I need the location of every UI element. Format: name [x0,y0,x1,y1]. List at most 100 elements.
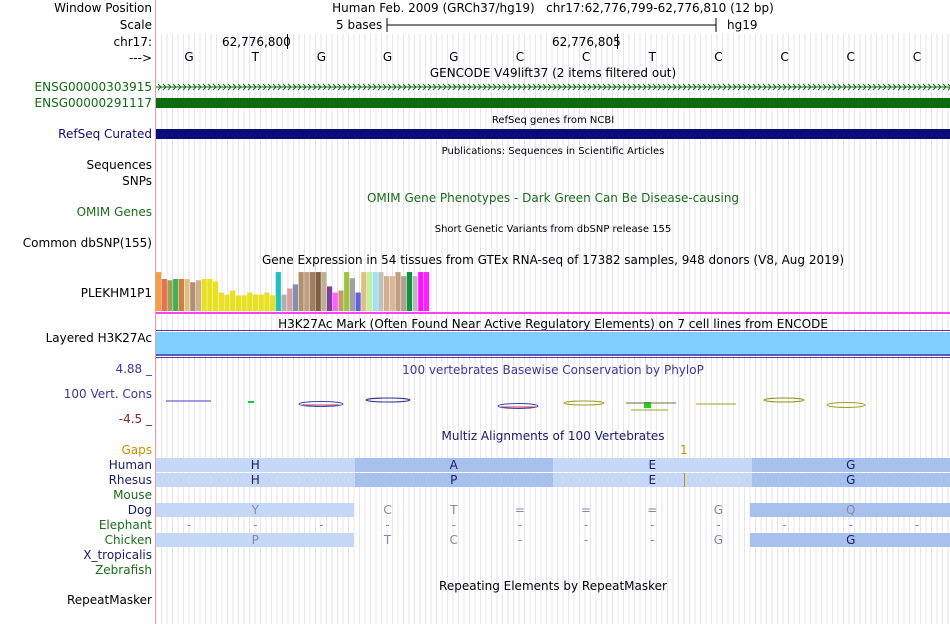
alignment-block [156,473,355,487]
amino-acid: - [517,533,523,547]
strand-chevron [597,83,602,91]
strand-chevron [647,83,652,91]
ruler-coord-1: 62,776,800 [222,35,291,49]
multiz-row-elephant[interactable]: ------------ [156,518,950,532]
phylop-signal[interactable] [156,395,950,415]
label-snps[interactable]: SNPs [122,174,152,188]
strand-chevron [247,83,252,91]
label-gencode-2[interactable]: ENSG00000291117 [34,96,152,110]
h3k27ac-top-line [156,330,950,331]
strand-chevron [237,83,242,91]
ruler-coord-2: 62,776,805 [552,35,621,49]
label-repeatmasker[interactable]: RepeatMasker [66,593,152,607]
track-image[interactable]: Human Feb. 2009 (GRCh37/hg19) chr17:62,7… [156,0,950,624]
strand-chevron [572,83,577,91]
strand-chevron [437,83,442,91]
strand-chevron [537,83,542,91]
label-sequences[interactable]: Sequences [86,158,152,172]
label-refseq[interactable]: RefSeq Curated [58,127,152,141]
amino-acid: P [251,533,259,547]
strand-chevron [947,83,950,91]
gtex-tissue-bar [178,279,184,311]
strand-chevron [462,83,467,91]
strand-chevron [772,83,777,91]
gtex-tissue-bar [258,294,264,311]
label-gencode-1[interactable]: ENSG00000303915 [34,80,152,94]
label-species-dog[interactable]: Dog [127,503,152,517]
label-omim[interactable]: OMIM Genes [76,205,152,219]
track-labels: Window Position Scale chr17: ---> ENSG00… [0,0,156,624]
multiz-row-dog[interactable]: Y C T = = = G Q [156,503,950,517]
h3k27ac-signal[interactable] [156,332,950,354]
alignment-block [156,503,354,517]
strand-chevron [652,83,657,91]
gtex-bar-chart[interactable] [156,270,950,315]
gtex-tissue-bar [230,290,236,311]
label-gaps[interactable]: Gaps [121,443,152,457]
refseq-gene-bar[interactable] [156,129,950,139]
strand-chevron [712,83,717,91]
label-gtex-gene[interactable]: PLEKHM1P1 [80,286,152,300]
strand-chevron [612,83,617,91]
base-letter: G [382,50,393,64]
strand-chevron [792,83,797,91]
ruler-tick-2 [617,34,618,49]
strand-chevron [842,83,847,91]
label-species-xtropicalis[interactable]: X_tropicalis [83,548,152,562]
label-species-human[interactable]: Human [108,458,152,472]
strand-chevron [492,83,497,91]
strand-chevron [367,83,372,91]
strand-chevron [927,83,932,91]
strand-chevron [937,83,942,91]
strand-chevron [337,83,342,91]
strand-chevron [392,83,397,91]
gencode-transcript-2[interactable] [156,98,950,108]
amino-acid: G [713,533,724,547]
gtex-tissue-bar [423,272,430,311]
ruler-assembly: Human Feb. 2009 (GRCh37/hg19) [332,1,535,15]
strand-chevron [632,83,637,91]
base-letter: T [251,50,259,64]
strand-chevron [707,83,712,91]
strand-chevron [912,83,917,91]
strand-chevron [472,83,477,91]
strand-chevron [617,83,622,91]
scale-bar [386,18,717,32]
amino-acid: - [186,518,192,532]
gtex-tissue-bar [213,281,219,311]
strand-chevron [827,83,832,91]
strand-chevron [642,83,647,91]
strand-chevron [902,83,907,91]
strand-chevron [782,83,787,91]
label-phylop[interactable]: 100 Vert. Cons [63,387,152,401]
strand-chevron [487,83,492,91]
label-species-rhesus[interactable]: Rhesus [108,473,152,487]
strand-chevron [762,83,767,91]
gtex-tissue-bar [241,295,247,311]
strand-chevron [312,83,317,91]
strand-chevron [162,83,167,91]
strand-chevron [657,83,662,91]
base-letter: C [846,50,855,64]
label-species-zebrafish[interactable]: Zebrafish [95,563,152,577]
gtex-tissue-bar [247,292,253,311]
label-species-elephant[interactable]: Elephant [98,518,152,532]
publications-title: Publications: Sequences in Scientific Ar… [441,146,665,157]
gencode-transcript-1[interactable] [156,82,950,92]
strand-chevron [292,83,297,91]
amino-acid: - [451,518,456,532]
strand-chevron [382,83,387,91]
strand-chevron [212,83,217,91]
label-h3k27ac[interactable]: Layered H3K27Ac [45,331,152,345]
label-dbsnp[interactable]: Common dbSNP(155) [22,236,152,250]
gap-mark[interactable]: 1 [680,443,688,457]
amino-acid: - [385,518,390,532]
amino-acid: T [450,503,458,517]
phylop-title: 100 vertebrates Basewise Conservation by… [402,363,704,377]
scale-text: 5 bases [336,18,383,32]
label-species-mouse[interactable]: Mouse [113,488,152,502]
label-species-chicken[interactable]: Chicken [104,533,152,547]
